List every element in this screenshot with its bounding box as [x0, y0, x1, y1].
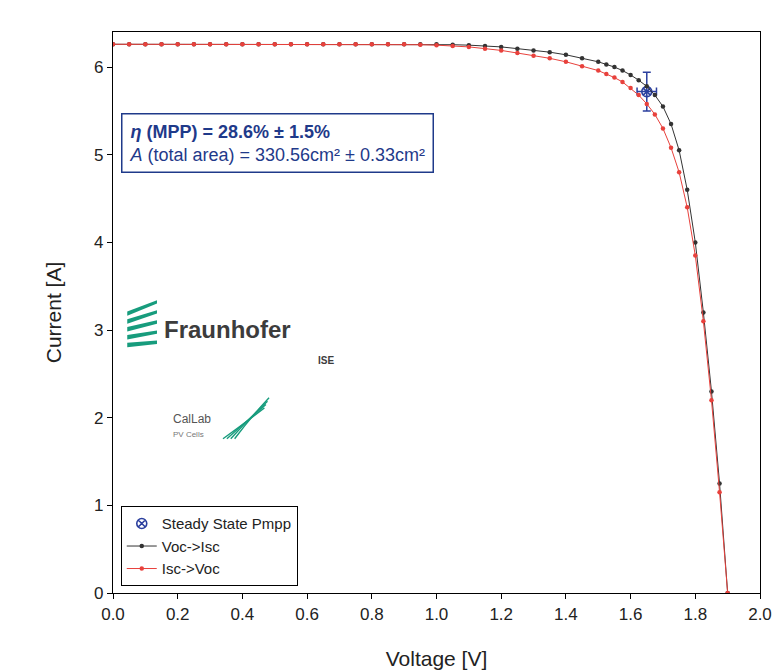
svg-text:Current [A]: Current [A] [42, 262, 65, 364]
svg-text:Voltage [V]: Voltage [V] [386, 647, 488, 670]
svg-text:Fraunhofer: Fraunhofer [164, 316, 291, 343]
svg-text:0.6: 0.6 [295, 605, 319, 624]
svg-text:3: 3 [94, 321, 103, 340]
svg-text:CalLab: CalLab [173, 412, 211, 426]
svg-text:1.2: 1.2 [489, 605, 513, 624]
svg-text:1: 1 [94, 496, 103, 515]
svg-text:5: 5 [94, 146, 103, 165]
svg-text:0.8: 0.8 [360, 605, 384, 624]
svg-text:Voc->Isc: Voc->Isc [162, 538, 220, 555]
svg-text:0: 0 [94, 584, 103, 603]
svg-text:0.2: 0.2 [166, 605, 190, 624]
svg-text:0.4: 0.4 [231, 605, 255, 624]
svg-text:4: 4 [94, 233, 103, 252]
svg-text:0.0: 0.0 [101, 605, 125, 624]
svg-text:η (MPP) = 28.6% ± 1.5%A (total: η (MPP) = 28.6% ± 1.5%A (total area) = 3… [130, 122, 426, 165]
svg-text:PV Cells: PV Cells [173, 430, 204, 439]
svg-text:2.0: 2.0 [748, 605, 772, 624]
svg-text:1.4: 1.4 [554, 605, 578, 624]
svg-text:2: 2 [94, 409, 103, 428]
svg-text:ISE: ISE [318, 355, 334, 366]
svg-text:1.6: 1.6 [619, 605, 643, 624]
svg-text:Isc->Voc: Isc->Voc [162, 560, 220, 577]
svg-text:6: 6 [94, 58, 103, 77]
svg-text:1.8: 1.8 [683, 605, 707, 624]
svg-text:1.0: 1.0 [425, 605, 449, 624]
svg-text:Steady State Pmpp: Steady State Pmpp [162, 515, 291, 532]
